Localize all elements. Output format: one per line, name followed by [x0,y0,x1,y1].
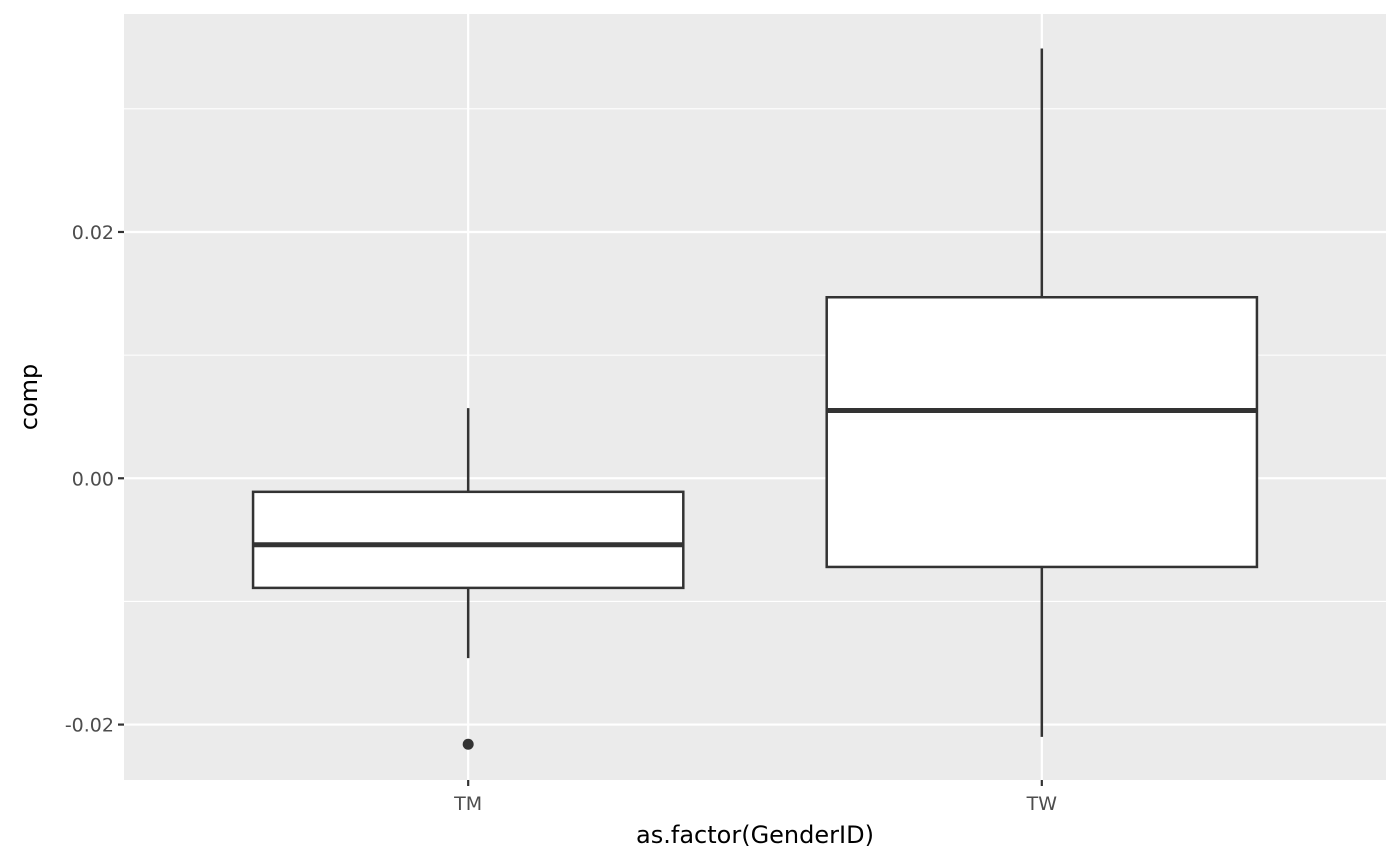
y-tick-label: -0.02 [65,715,114,737]
x-tick-label: TM [453,793,482,815]
box-iqr [825,295,1259,569]
y-axis-title: comp [15,364,43,431]
x-axis: TM TW [453,780,1057,815]
x-tick-label: TW [1026,793,1058,815]
box-iqr [251,490,685,590]
y-axis: -0.02 0.00 0.02 [65,222,124,737]
boxes [251,48,1259,750]
y-tick-label: 0.00 [72,468,114,490]
x-axis-title: as.factor(GenderID) [636,821,874,849]
y-tick-label: 0.02 [72,222,114,244]
outlier-point [462,738,474,750]
